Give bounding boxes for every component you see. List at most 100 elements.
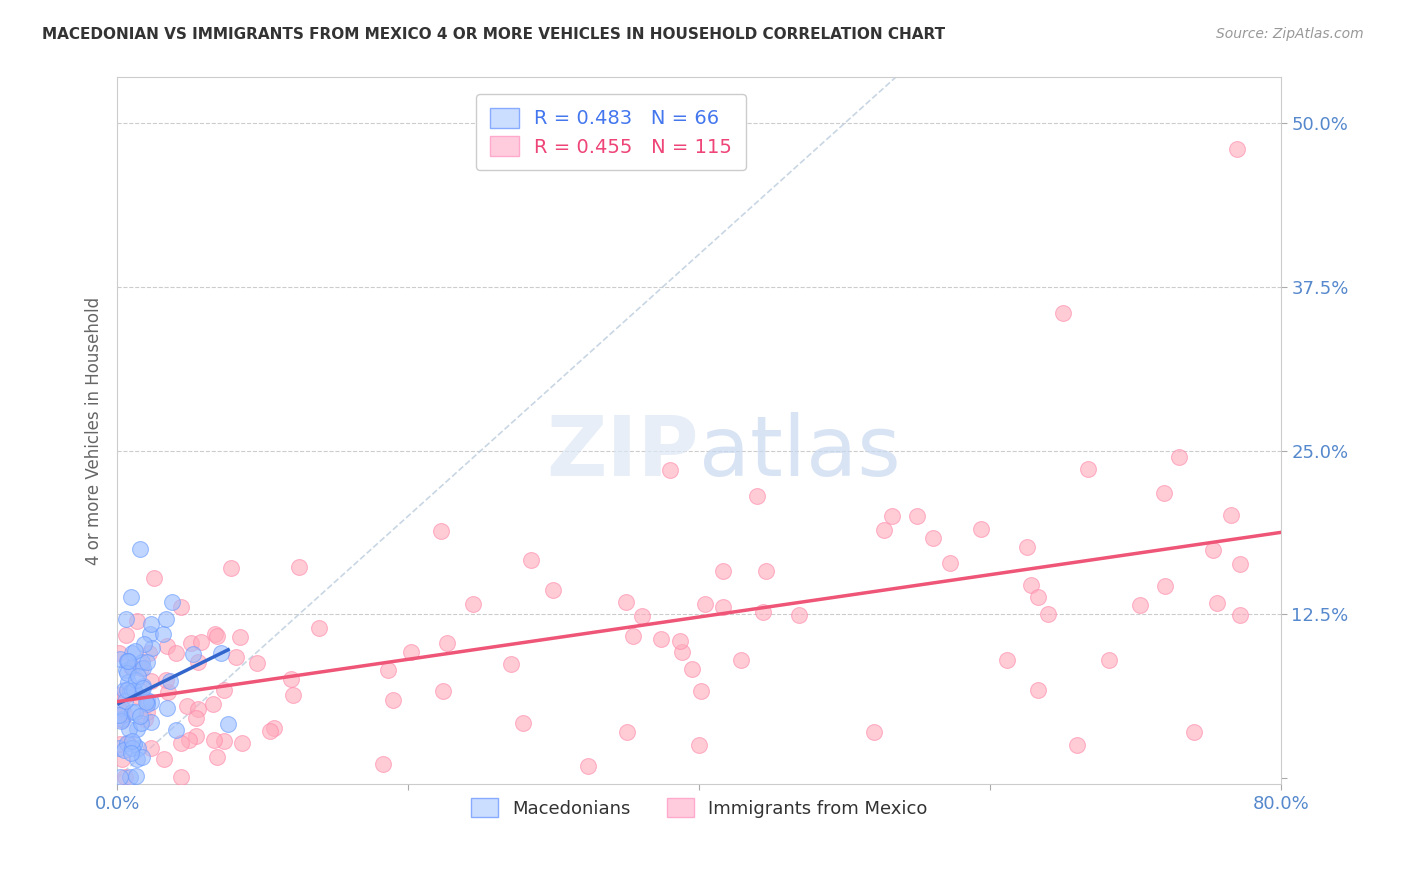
Point (121, 705, 143, 719)
Point (127, 689, 149, 703)
Point (121, 646, 143, 660)
Point (430, 524, 453, 538)
Point (905, 509, 928, 524)
Point (111, 714, 134, 728)
Point (671, 645, 693, 659)
Point (139, 740, 162, 755)
Point (120, 659, 142, 673)
Point (463, 597, 485, 611)
Point (730, 653, 752, 667)
Point (576, 759, 599, 773)
Point (135, 695, 157, 709)
Point (1229, 557, 1251, 571)
Point (132, 636, 155, 650)
Point (112, 706, 135, 720)
Point (165, 647, 187, 661)
Point (1036, 607, 1059, 622)
Point (520, 552, 543, 566)
Point (139, 626, 162, 640)
Point (121, 734, 143, 748)
Point (132, 681, 155, 696)
Point (1028, 591, 1050, 605)
Point (165, 723, 187, 738)
Point (124, 738, 146, 752)
Point (399, 645, 422, 659)
Point (1021, 578, 1043, 592)
Point (159, 673, 181, 688)
Point (136, 693, 159, 707)
Point (108, 708, 131, 723)
Point (371, 756, 394, 771)
Point (125, 673, 148, 687)
Point (1052, 306, 1074, 320)
Point (436, 636, 458, 650)
Point (132, 661, 155, 675)
Point (129, 541, 152, 556)
Point (541, 582, 564, 597)
Point (153, 752, 176, 766)
Point (127, 669, 149, 683)
Point (129, 660, 152, 674)
Point (110, 770, 132, 784)
Point (115, 663, 138, 677)
Point (131, 749, 153, 764)
Point (155, 612, 177, 626)
Point (263, 721, 285, 735)
Point (207, 629, 229, 643)
Point (142, 571, 165, 585)
Point (659, 463, 682, 477)
Point (614, 595, 637, 609)
Point (259, 723, 281, 738)
Point (787, 607, 810, 622)
Point (118, 722, 141, 736)
Point (190, 634, 212, 648)
Point (117, 675, 139, 690)
Point (880, 509, 903, 524)
Point (141, 640, 163, 655)
Point (127, 740, 149, 755)
Point (752, 605, 775, 619)
Point (231, 736, 253, 750)
Text: Source: ZipAtlas.com: Source: ZipAtlas.com (1216, 27, 1364, 41)
Point (280, 673, 302, 687)
Point (120, 590, 142, 604)
Point (381, 692, 404, 706)
Point (124, 644, 146, 658)
Point (108, 738, 131, 752)
Point (125, 722, 148, 736)
Point (114, 694, 136, 708)
Point (177, 733, 200, 747)
Point (221, 561, 243, 575)
Point (246, 656, 269, 670)
Point (120, 746, 142, 760)
Text: ZIP: ZIP (547, 411, 699, 492)
Point (121, 741, 143, 756)
Point (176, 699, 198, 714)
Point (1153, 485, 1175, 500)
Point (212, 733, 235, 747)
Point (616, 725, 638, 739)
Point (115, 628, 138, 642)
Point (108, 702, 131, 716)
Point (205, 750, 228, 764)
Point (110, 714, 132, 728)
Point (107, 646, 129, 660)
Point (202, 698, 225, 712)
Point (108, 652, 131, 666)
Point (135, 705, 157, 719)
Point (681, 661, 703, 675)
Text: atlas: atlas (699, 411, 901, 492)
Point (1026, 683, 1049, 698)
Point (1229, 607, 1251, 622)
Point (432, 684, 454, 698)
Point (156, 701, 179, 715)
Point (125, 769, 148, 783)
Point (139, 673, 162, 688)
Point (755, 565, 778, 579)
Point (111, 687, 134, 701)
Point (160, 595, 183, 609)
Point (650, 632, 672, 646)
Point (170, 736, 193, 750)
Point (115, 653, 138, 667)
Point (111, 752, 134, 766)
